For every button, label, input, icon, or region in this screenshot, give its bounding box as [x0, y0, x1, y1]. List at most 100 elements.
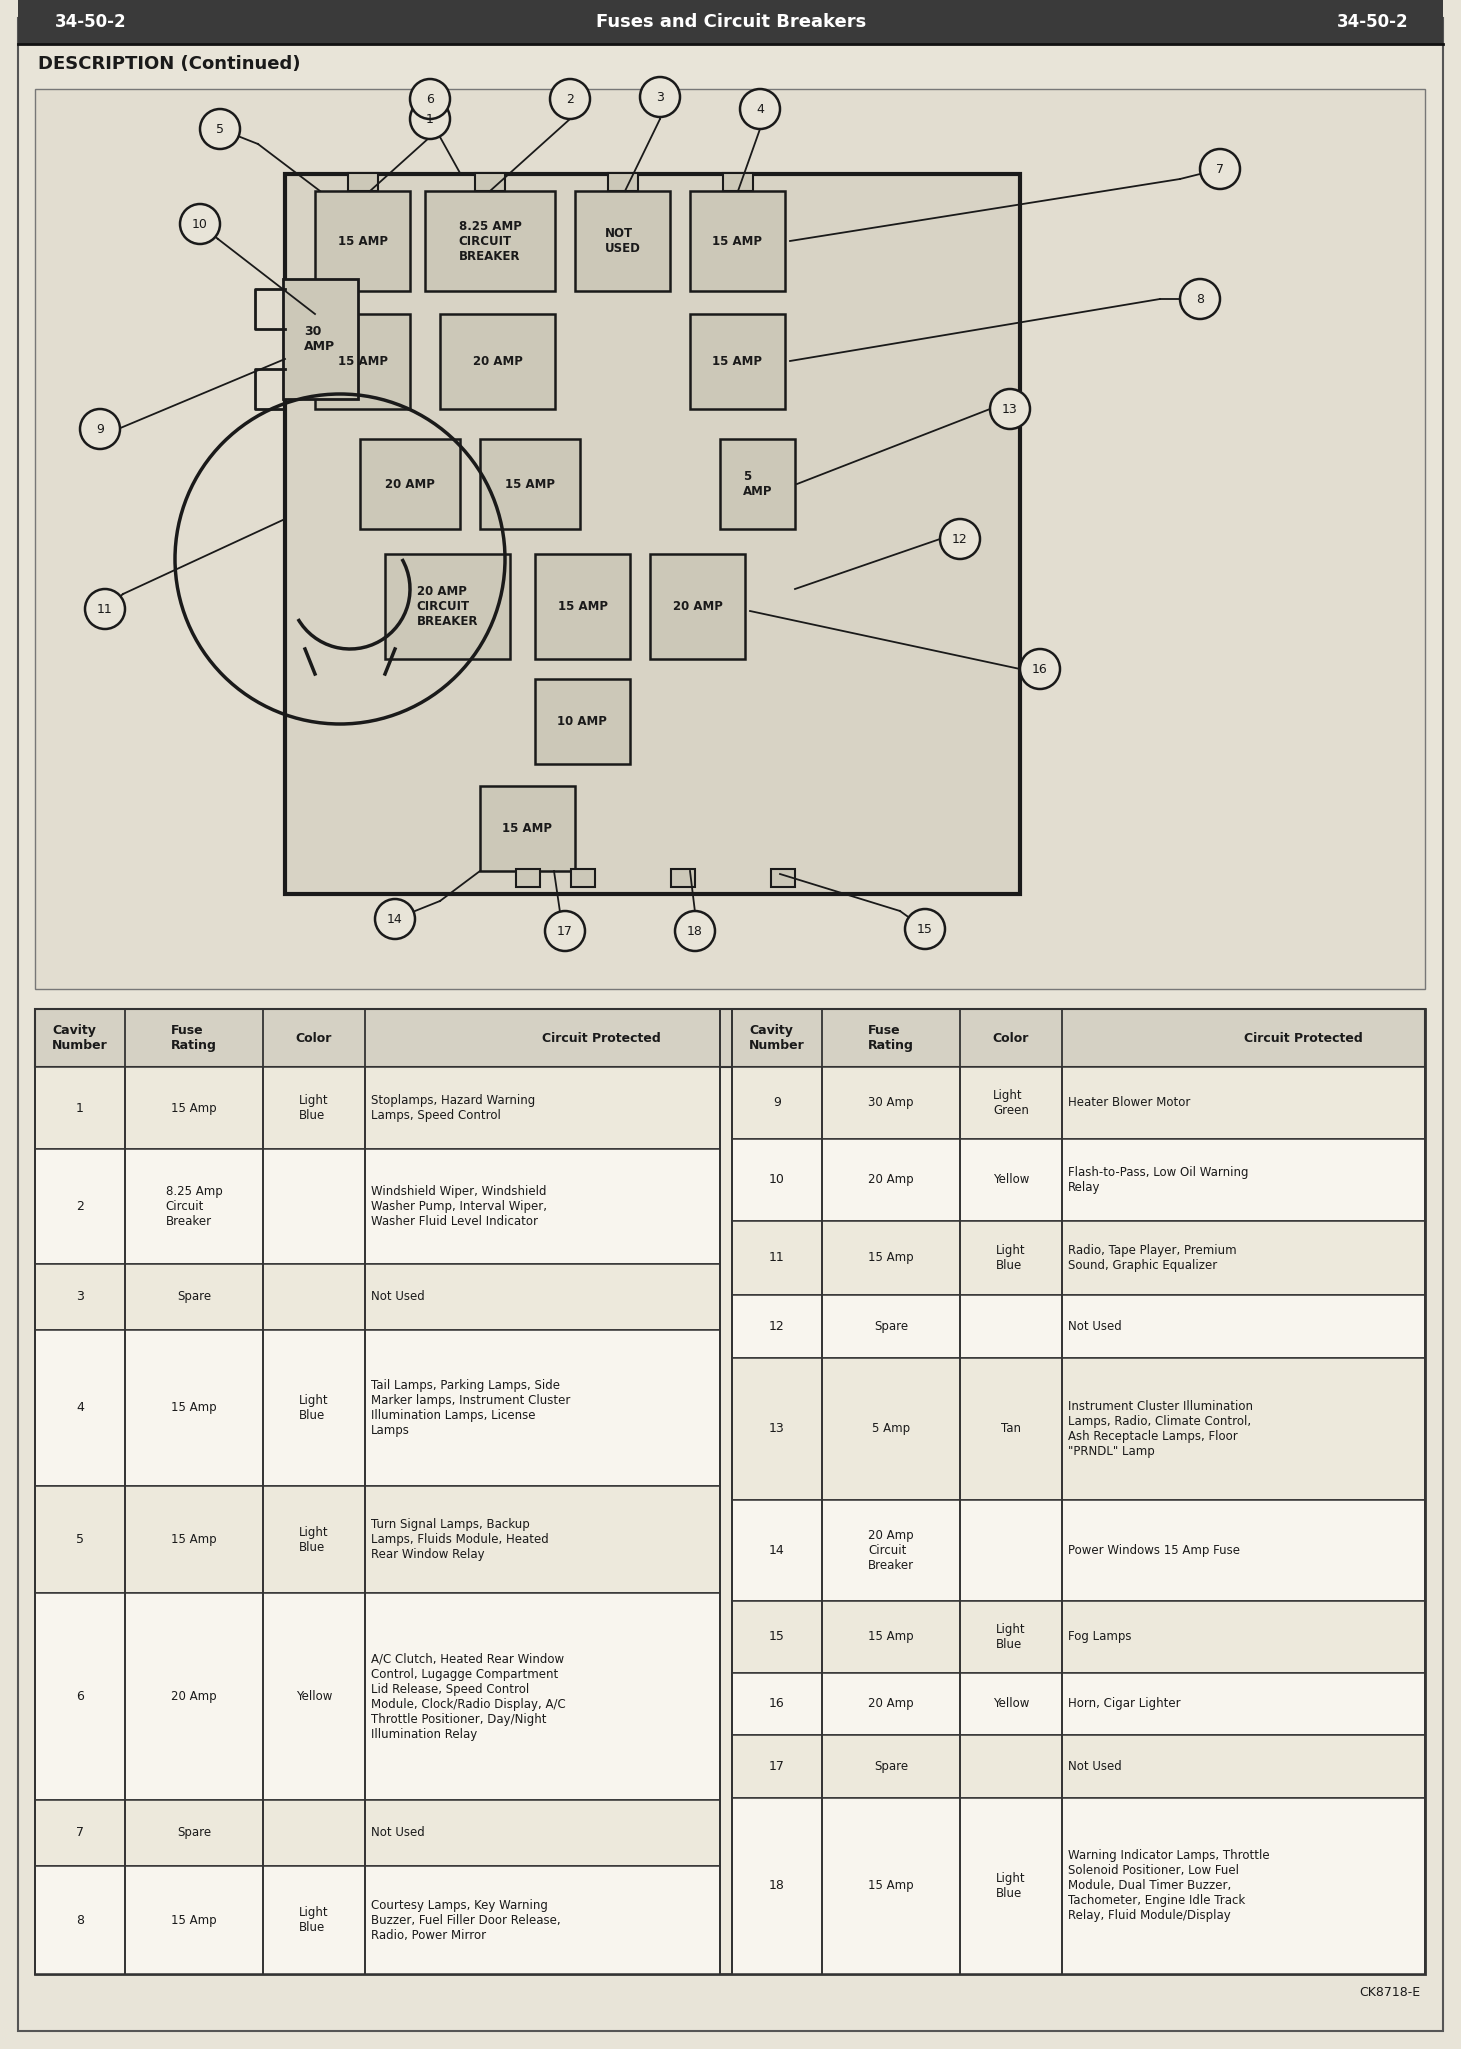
- Text: Spare: Spare: [874, 1760, 909, 1772]
- Text: 13: 13: [1002, 402, 1018, 416]
- Circle shape: [939, 518, 980, 559]
- Circle shape: [200, 109, 240, 150]
- Text: 18: 18: [687, 924, 703, 938]
- Circle shape: [375, 900, 415, 938]
- Bar: [481, 438, 580, 529]
- Text: Radio, Tape Player, Premium
Sound, Graphic Equalizer: Radio, Tape Player, Premium Sound, Graph…: [1068, 1244, 1236, 1272]
- Text: 20 AMP: 20 AMP: [672, 600, 722, 613]
- Bar: [316, 191, 411, 291]
- Circle shape: [411, 80, 450, 119]
- Text: 10: 10: [768, 1174, 785, 1186]
- Bar: [535, 678, 630, 764]
- Bar: [732, 1736, 1424, 1797]
- Text: 15 Amp: 15 Amp: [171, 1402, 216, 1414]
- Text: 15 AMP: 15 AMP: [713, 354, 763, 369]
- Bar: [720, 438, 795, 529]
- Bar: [316, 313, 411, 410]
- Text: A/C Clutch, Heated Rear Window
Control, Lugagge Compartment
Lid Release, Speed C: A/C Clutch, Heated Rear Window Control, …: [371, 1651, 565, 1740]
- Bar: [475, 172, 506, 191]
- Text: 5: 5: [76, 1533, 83, 1547]
- Bar: [283, 279, 358, 400]
- Text: 1: 1: [76, 1102, 83, 1115]
- Text: Cavity
Number: Cavity Number: [53, 1024, 108, 1051]
- Text: Light
Blue: Light Blue: [300, 1527, 329, 1553]
- Text: Light
Blue: Light Blue: [996, 1244, 1026, 1272]
- Text: 2: 2: [565, 92, 574, 104]
- Text: 15 AMP: 15 AMP: [558, 600, 608, 613]
- Bar: [35, 1264, 720, 1330]
- Circle shape: [549, 80, 590, 119]
- Text: 15 AMP: 15 AMP: [713, 234, 763, 248]
- Bar: [535, 553, 630, 660]
- Text: 15 Amp: 15 Amp: [171, 1533, 216, 1547]
- Text: Courtesy Lamps, Key Warning
Buzzer, Fuel Filler Door Release,
Radio, Power Mirro: Courtesy Lamps, Key Warning Buzzer, Fuel…: [371, 1899, 561, 1942]
- Circle shape: [545, 912, 584, 951]
- Bar: [732, 1295, 1424, 1358]
- Text: Color: Color: [993, 1031, 1029, 1045]
- Text: 10 AMP: 10 AMP: [557, 715, 606, 727]
- Text: 15 AMP: 15 AMP: [337, 354, 387, 369]
- Text: Horn, Cigar Lighter: Horn, Cigar Lighter: [1068, 1697, 1180, 1711]
- Text: Turn Signal Lamps, Backup
Lamps, Fluids Module, Heated
Rear Window Relay: Turn Signal Lamps, Backup Lamps, Fluids …: [371, 1518, 549, 1561]
- Bar: [732, 1068, 1424, 1139]
- Bar: [35, 1594, 720, 1799]
- Text: Color: Color: [295, 1031, 332, 1045]
- Text: Light
Blue: Light Blue: [996, 1873, 1026, 1899]
- Text: 20 Amp: 20 Amp: [171, 1690, 216, 1703]
- Bar: [576, 191, 671, 291]
- Bar: [35, 1799, 720, 1867]
- Bar: [359, 438, 460, 529]
- Circle shape: [991, 389, 1030, 428]
- Bar: [35, 1149, 720, 1264]
- Bar: [516, 869, 539, 887]
- Text: 17: 17: [557, 924, 573, 938]
- Text: Fuses and Circuit Breakers: Fuses and Circuit Breakers: [596, 12, 866, 31]
- Text: 20 Amp: 20 Amp: [868, 1174, 913, 1186]
- Text: Fuse
Rating: Fuse Rating: [868, 1024, 915, 1051]
- Bar: [732, 1358, 1424, 1500]
- Text: Tail Lamps, Parking Lamps, Side
Marker lamps, Instrument Cluster
Illumination La: Tail Lamps, Parking Lamps, Side Marker l…: [371, 1379, 570, 1436]
- Text: Spare: Spare: [177, 1291, 210, 1303]
- Bar: [440, 313, 555, 410]
- Text: 3: 3: [76, 1291, 83, 1303]
- Text: Circuit Protected: Circuit Protected: [542, 1031, 662, 1045]
- Text: 14: 14: [768, 1543, 785, 1557]
- Bar: [481, 787, 576, 871]
- Circle shape: [1020, 650, 1061, 688]
- Bar: [690, 191, 785, 291]
- Text: 6: 6: [427, 92, 434, 104]
- Text: 18: 18: [768, 1879, 785, 1893]
- Bar: [570, 869, 595, 887]
- Text: 34-50-2: 34-50-2: [1337, 12, 1408, 31]
- Text: Heater Blower Motor: Heater Blower Motor: [1068, 1096, 1191, 1109]
- Text: 4: 4: [755, 102, 764, 115]
- Text: Flash-to-Pass, Low Oil Warning
Relay: Flash-to-Pass, Low Oil Warning Relay: [1068, 1166, 1249, 1195]
- Text: 16: 16: [768, 1697, 785, 1711]
- Text: 17: 17: [768, 1760, 785, 1772]
- Bar: [348, 172, 377, 191]
- Bar: [35, 1068, 720, 1149]
- Bar: [732, 1672, 1424, 1736]
- Circle shape: [411, 98, 450, 139]
- Text: Windshield Wiper, Windshield
Washer Pump, Interval Wiper,
Washer Fluid Level Ind: Windshield Wiper, Windshield Washer Pump…: [371, 1184, 546, 1227]
- Text: 20 AMP: 20 AMP: [386, 477, 435, 490]
- Bar: [18, 0, 1443, 43]
- Text: 1: 1: [427, 113, 434, 125]
- Text: 8.25 Amp
Circuit
Breaker: 8.25 Amp Circuit Breaker: [165, 1184, 222, 1227]
- Bar: [285, 174, 1020, 893]
- Text: 16: 16: [1031, 662, 1048, 676]
- Circle shape: [640, 78, 679, 117]
- Bar: [690, 313, 785, 410]
- Text: 30 Amp: 30 Amp: [868, 1096, 913, 1109]
- Bar: [732, 1600, 1424, 1672]
- Text: 20 AMP
CIRCUIT
BREAKER: 20 AMP CIRCUIT BREAKER: [416, 586, 478, 627]
- Text: Light
Blue: Light Blue: [300, 1906, 329, 1934]
- Text: Instrument Cluster Illumination
Lamps, Radio, Climate Control,
Ash Receptacle La: Instrument Cluster Illumination Lamps, R…: [1068, 1399, 1254, 1457]
- Circle shape: [675, 912, 714, 951]
- Text: 11: 11: [96, 602, 112, 615]
- Text: Spare: Spare: [874, 1320, 909, 1334]
- Bar: [386, 553, 510, 660]
- Text: Fuse
Rating: Fuse Rating: [171, 1024, 216, 1051]
- Text: 15 Amp: 15 Amp: [171, 1914, 216, 1926]
- Text: Not Used: Not Used: [1068, 1760, 1122, 1772]
